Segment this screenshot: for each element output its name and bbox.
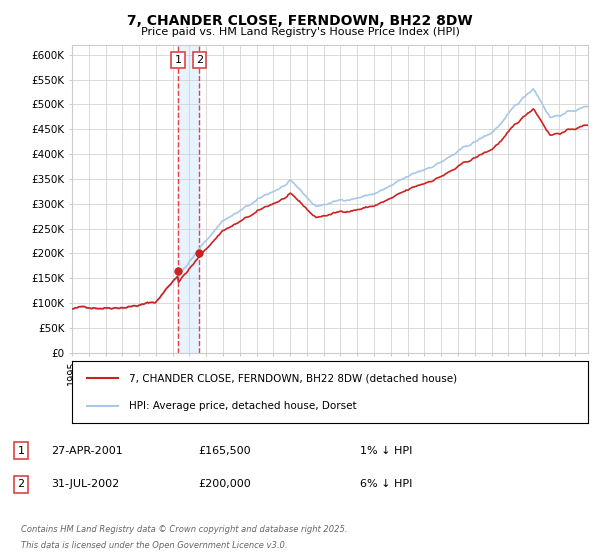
- Text: 1: 1: [17, 446, 25, 456]
- Text: 1% ↓ HPI: 1% ↓ HPI: [360, 446, 412, 456]
- Text: This data is licensed under the Open Government Licence v3.0.: This data is licensed under the Open Gov…: [21, 542, 287, 550]
- Text: 27-APR-2001: 27-APR-2001: [51, 446, 123, 456]
- Text: 7, CHANDER CLOSE, FERNDOWN, BH22 8DW (detached house): 7, CHANDER CLOSE, FERNDOWN, BH22 8DW (de…: [129, 374, 457, 384]
- Text: £200,000: £200,000: [198, 479, 251, 489]
- Text: £165,500: £165,500: [198, 446, 251, 456]
- Text: 7, CHANDER CLOSE, FERNDOWN, BH22 8DW: 7, CHANDER CLOSE, FERNDOWN, BH22 8DW: [127, 14, 473, 28]
- Text: 1: 1: [175, 55, 182, 65]
- Bar: [178, 45, 199, 353]
- Text: Contains HM Land Registry data © Crown copyright and database right 2025.: Contains HM Land Registry data © Crown c…: [21, 525, 347, 534]
- Text: 2: 2: [17, 479, 25, 489]
- Text: 31-JUL-2002: 31-JUL-2002: [51, 479, 119, 489]
- Text: 2: 2: [196, 55, 203, 65]
- Text: HPI: Average price, detached house, Dorset: HPI: Average price, detached house, Dors…: [129, 400, 356, 410]
- Text: 6% ↓ HPI: 6% ↓ HPI: [360, 479, 412, 489]
- Text: Price paid vs. HM Land Registry's House Price Index (HPI): Price paid vs. HM Land Registry's House …: [140, 27, 460, 37]
